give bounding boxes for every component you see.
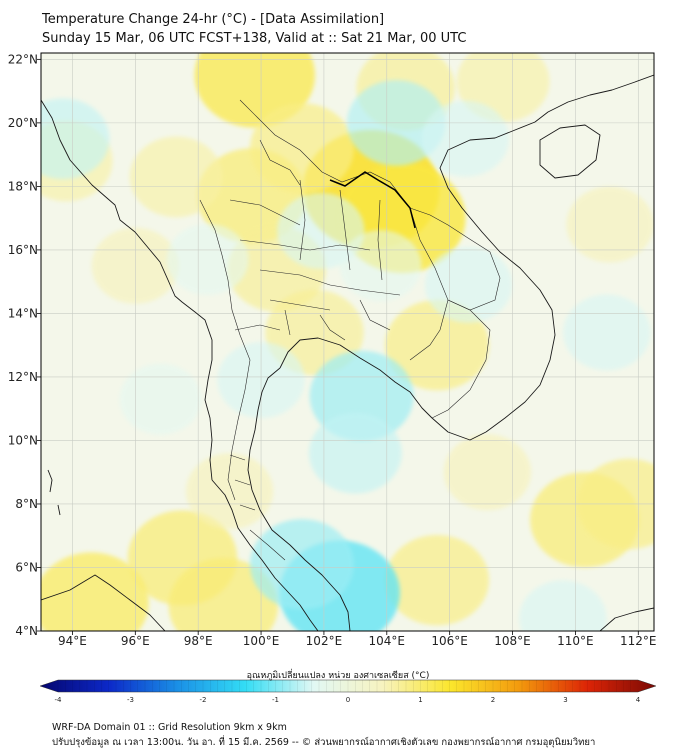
sumatra-coast bbox=[41, 574, 166, 631]
warm-anomaly bbox=[185, 453, 274, 530]
warm-anomaly bbox=[385, 299, 490, 391]
lon-tick-label: 100°E bbox=[243, 634, 280, 648]
cool-anomaly bbox=[249, 519, 354, 610]
cool-anomaly bbox=[41, 98, 110, 180]
mekong-border bbox=[329, 171, 416, 229]
lon-tick-label: 102°E bbox=[306, 634, 343, 648]
lon-tick-label: 110°E bbox=[557, 634, 594, 648]
colorbar-tick-label: -3 bbox=[127, 696, 134, 704]
lat-tick-label: 6°N bbox=[15, 560, 38, 574]
lon-tick-label: 112°E bbox=[620, 634, 657, 648]
colorbar-bar bbox=[39, 679, 657, 693]
lat-tick-label: 12°N bbox=[8, 370, 38, 384]
cool-anomaly bbox=[119, 363, 202, 435]
footer-credit: ปรับปรุงข้อมูล ณ เวลา 13:00น. วัน อา. ที… bbox=[52, 737, 596, 748]
map-title: Temperature Change 24-hr (°C) - [Data As… bbox=[42, 12, 385, 27]
latitude-labels: 4°N 6°N 8°N 10°N 12°N 14°N 16°N 18°N 20°N 22°N bbox=[8, 52, 41, 638]
myanmar-coast bbox=[41, 99, 213, 481]
vietnam-coast bbox=[439, 121, 556, 433]
warm-anomaly bbox=[566, 186, 654, 263]
laos-cambodia-boundary bbox=[409, 207, 501, 311]
warm-anomaly bbox=[249, 103, 354, 194]
northern-provinces bbox=[229, 139, 401, 311]
longitude-labels: 94°E 96°E 98°E 100°E 102°E 104°E 106°E 108°E 110… bbox=[58, 631, 657, 648]
myanmar-thai-boundary bbox=[199, 199, 251, 501]
colorbar-tick-label: -4 bbox=[55, 696, 63, 704]
warm-anomaly bbox=[168, 558, 279, 631]
lon-tick-label: 104°E bbox=[369, 634, 406, 648]
lon-tick-label: 108°E bbox=[494, 634, 531, 648]
cambodia-vietnam-boundary bbox=[431, 299, 491, 419]
colorbar-title: อุณหภูมิเปลี่ยนแปลง หน่วย องศาเซลเซียส (… bbox=[246, 671, 430, 681]
malay-west-coast bbox=[211, 479, 319, 631]
warm-anomaly bbox=[443, 434, 532, 511]
colorbar-tick-label: 2 bbox=[491, 696, 495, 704]
lat-tick-label: 8°N bbox=[15, 497, 38, 511]
map-frame bbox=[40, 52, 655, 632]
lat-tick-label: 18°N bbox=[8, 179, 38, 193]
colorbar-ticks: -4 -3 -2 -1 0 1 2 3 4 bbox=[55, 696, 641, 704]
footer-model-info: WRF-DA Domain 01 :: Grid Resolution 9km … bbox=[52, 722, 287, 733]
lat-tick-label: 22°N bbox=[8, 52, 38, 66]
colorbar-tick-label: 1 bbox=[418, 696, 422, 704]
lon-tick-label: 96°E bbox=[121, 634, 150, 648]
colorbar: -4 -3 -2 -1 0 1 2 3 4 bbox=[39, 679, 657, 704]
borneo-coast bbox=[599, 607, 654, 631]
lat-tick-label: 10°N bbox=[8, 433, 38, 447]
warm-anomaly bbox=[129, 136, 223, 218]
andaman-islands bbox=[47, 469, 61, 516]
anomaly-field bbox=[41, 53, 654, 631]
colorbar-segments bbox=[57, 680, 631, 692]
china-coast bbox=[534, 74, 654, 123]
cool-anomaly bbox=[424, 246, 513, 323]
cool-anomaly bbox=[421, 100, 510, 177]
colorbar-tick-label: -2 bbox=[200, 696, 207, 704]
cool-anomaly bbox=[308, 412, 402, 494]
lat-tick-label: 16°N bbox=[8, 243, 38, 257]
coastlines bbox=[41, 74, 654, 631]
colorbar-tick-label: 0 bbox=[346, 696, 350, 704]
lon-tick-label: 98°E bbox=[184, 634, 213, 648]
lat-tick-label: 14°N bbox=[8, 306, 38, 320]
gulf-of-thailand-coast bbox=[279, 337, 487, 441]
hainan-island bbox=[539, 124, 601, 179]
lon-tick-label: 94°E bbox=[58, 634, 87, 648]
lat-tick-label: 20°N bbox=[8, 116, 38, 130]
warm-anomaly bbox=[41, 552, 149, 631]
thai-malay-boundary bbox=[249, 529, 286, 561]
cool-anomaly bbox=[166, 223, 249, 296]
cool-anomaly bbox=[519, 580, 607, 631]
central-provinces bbox=[234, 299, 391, 341]
cool-anomaly bbox=[563, 294, 651, 371]
province-boundaries bbox=[199, 99, 501, 561]
warm-anomaly bbox=[385, 534, 490, 626]
malay-east-coast bbox=[247, 367, 351, 631]
colorbar-tick-label: -1 bbox=[272, 696, 279, 704]
lon-tick-label: 106°E bbox=[431, 634, 468, 648]
thailand-boundary bbox=[239, 99, 449, 361]
map-subtitle: Sunday 15 Mar, 06 UTC FCST+138, Valid at… bbox=[42, 31, 467, 46]
colorbar-tick-label: 3 bbox=[563, 696, 567, 704]
southern-provinces bbox=[229, 454, 256, 511]
colorbar-tick-label: 4 bbox=[636, 696, 641, 704]
lat-tick-label: 4°N bbox=[15, 624, 38, 638]
